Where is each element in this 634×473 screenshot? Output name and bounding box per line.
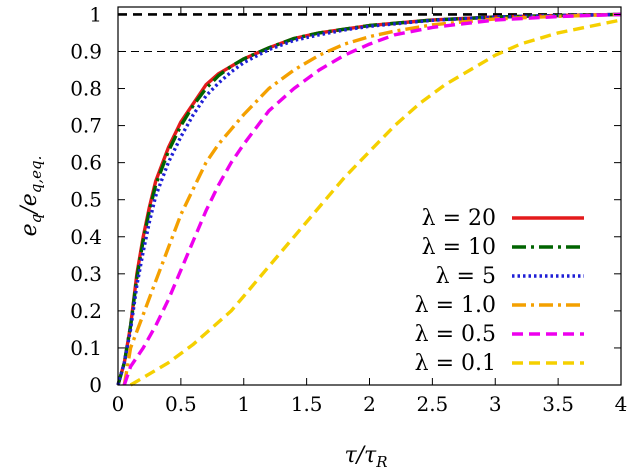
x-tick-label: 3 (489, 392, 502, 416)
x-tick-label: 1.5 (291, 392, 323, 416)
y-tick-label: 0.8 (70, 77, 102, 101)
x-tick-label: 4 (615, 392, 628, 416)
series-line-5 (129, 18, 622, 387)
y-tick-label: 0.2 (70, 299, 102, 323)
legend-label: λ = 1.0 (415, 293, 496, 318)
y-tick-label: 0.6 (70, 151, 102, 175)
y-tick-label: 0.1 (70, 336, 102, 360)
reference-lines (118, 13, 621, 52)
series-lines (116, 12, 622, 387)
x-tick-label: 0.5 (165, 392, 197, 416)
series-line-4 (122, 12, 622, 386)
y-tick-label: 1 (89, 2, 102, 26)
y-axis-label: eq/eq,eq. (17, 156, 45, 237)
y-tick-label: 0.5 (70, 188, 102, 212)
y-tick-label: 0.9 (70, 39, 102, 63)
axis-ticks: 0 0.5 1 1.5 2 2.5 3 3.5 4 0 0.1 0.2 0.3 0.4 0.5 0.6 0.7 0… (70, 2, 627, 416)
legend: λ = 20 λ = 10 λ = 5 λ = 1.0 λ = 0.5 λ = 0.1 (415, 206, 584, 376)
x-tick-label: 2 (363, 392, 376, 416)
x-tick-label: 2.5 (416, 392, 448, 416)
series-line-1 (116, 12, 622, 386)
legend-label: λ = 10 (422, 235, 496, 260)
y-tick-label: 0 (89, 373, 102, 397)
y-tick-label: 0.7 (70, 114, 102, 138)
x-tick-label: 1 (237, 392, 250, 416)
x-axis-label: τ/τR (344, 443, 387, 471)
legend-label: λ = 0.1 (415, 351, 496, 376)
legend-label: λ = 20 (422, 206, 496, 231)
x-tick-label: 3.5 (542, 392, 574, 416)
legend-label: λ = 0.5 (415, 322, 496, 347)
y-tick-label: 0.3 (70, 262, 102, 286)
legend-label: λ = 5 (436, 264, 496, 289)
y-tick-label: 0.4 (70, 225, 102, 249)
x-tick-label: 0 (112, 392, 125, 416)
series-line-3 (122, 12, 622, 386)
